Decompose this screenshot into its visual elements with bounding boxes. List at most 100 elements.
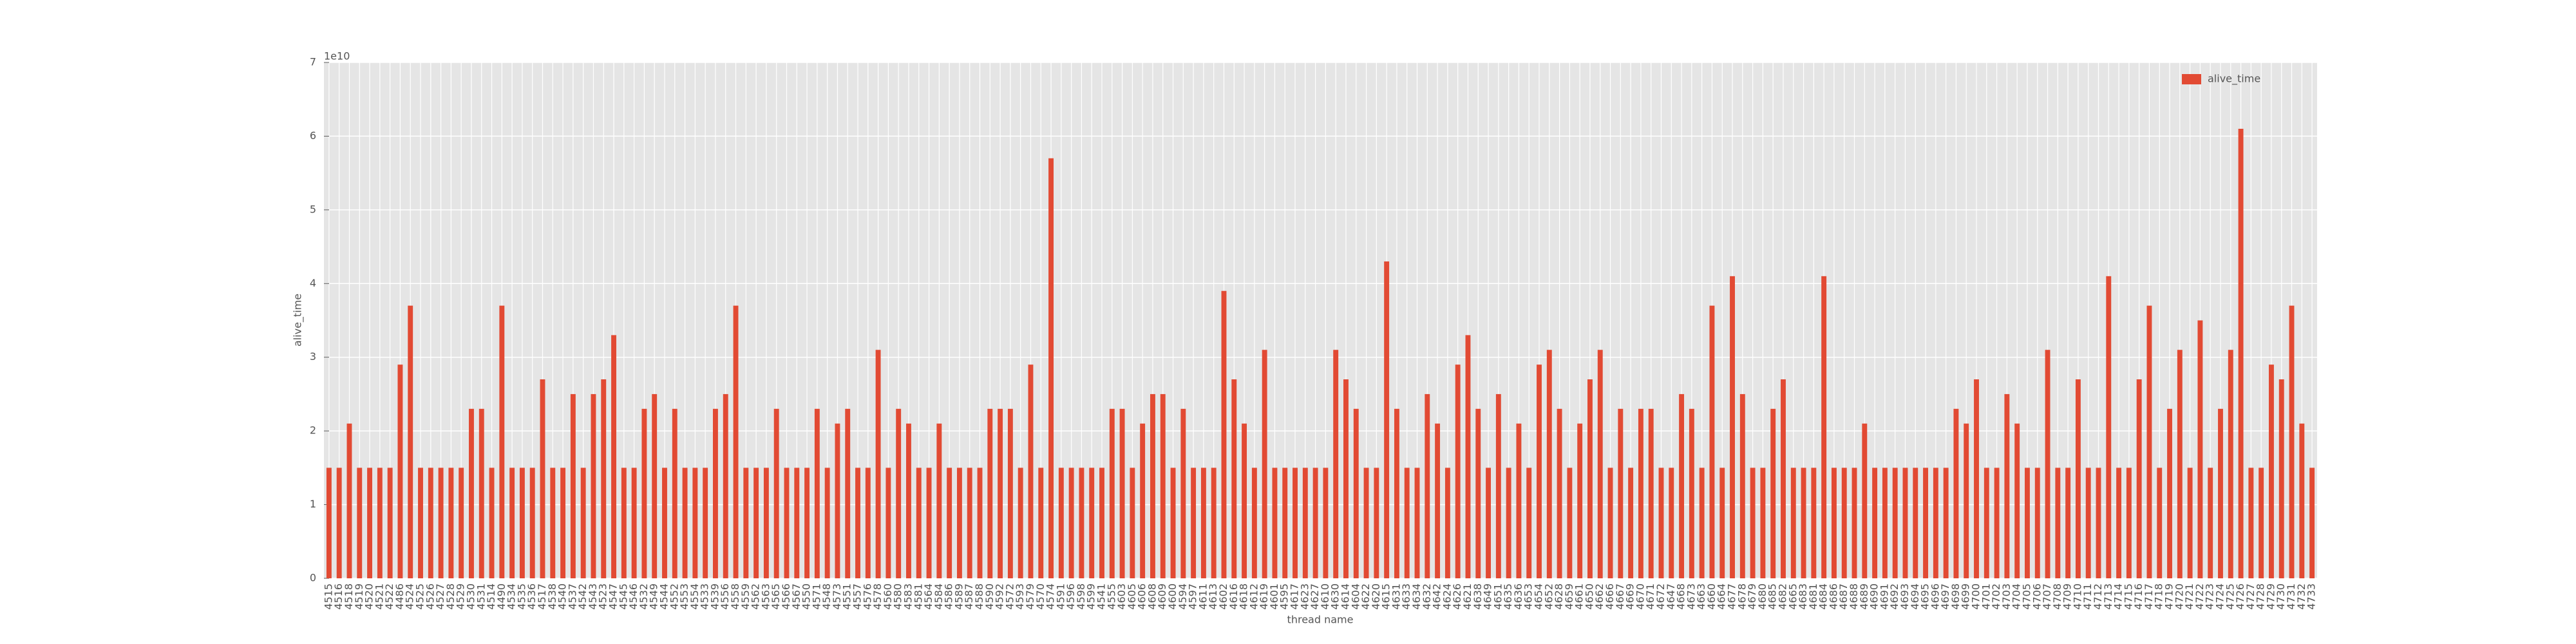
bar (428, 468, 433, 578)
bar (947, 468, 952, 578)
bar (1862, 423, 1868, 578)
bar (2157, 468, 2163, 578)
bar (1140, 423, 1146, 578)
x-tick-label: 4596 (1065, 583, 1077, 610)
bar (591, 393, 596, 578)
bar (2167, 408, 2172, 578)
bar (438, 468, 444, 578)
x-tick-label: 4608 (1146, 583, 1158, 610)
x-tick-label: 4666 (1604, 583, 1616, 610)
x-tick-label: 4679 (1746, 583, 1758, 610)
x-tick-label: 4705 (2020, 583, 2032, 610)
bar (1669, 468, 1674, 578)
x-tick-label: 4652 (1542, 583, 1555, 610)
x-tick-label: 4707 (2041, 583, 2053, 610)
x-tick-label: 4520 (363, 583, 375, 610)
x-tick-label: 4584 (933, 583, 945, 610)
x-tick-label: 4667 (1614, 583, 1626, 610)
x-tick-label: 4622 (1359, 583, 1372, 610)
y-tick-label: 0 (310, 572, 316, 584)
x-tick-label: 4599 (1085, 583, 1097, 610)
bar (2228, 350, 2233, 578)
x-tick-label: 4602 (1217, 583, 1229, 610)
x-tick-label: 4552 (668, 583, 680, 610)
bar (1526, 468, 1532, 578)
legend-label: alive_time (2208, 73, 2260, 86)
x-tick-label: 4638 (1472, 583, 1484, 610)
x-tick-label: 4613 (1207, 583, 1219, 610)
bar (753, 468, 759, 578)
bar (1455, 365, 1461, 578)
x-tick-label: 4553 (678, 583, 690, 610)
x-tick-label: 4581 (912, 583, 924, 610)
bar (1790, 468, 1796, 578)
x-tick-label: 4673 (1685, 583, 1697, 610)
x-tick-label: 4633 (1400, 583, 1412, 610)
x-tick-label: 4593 (1014, 583, 1026, 610)
x-tick-label: 4669 (1624, 583, 1636, 610)
x-tick-label: 4635 (1502, 583, 1514, 610)
bar (2075, 379, 2081, 578)
bar (1404, 468, 1410, 578)
x-tick-label: 4521 (373, 583, 385, 610)
x-tick-label: 4729 (2264, 583, 2277, 610)
bar (1628, 468, 1634, 578)
bar (987, 408, 993, 578)
x-tick-label: 4573 (831, 583, 843, 610)
bar (1231, 379, 1237, 578)
x-tick-label: 4547 (607, 583, 620, 610)
bar (1709, 305, 1715, 578)
bar (2034, 468, 2040, 578)
bar (1821, 276, 1827, 578)
x-tick-label: 4727 (2244, 583, 2257, 610)
x-tick-label: 4687 (1837, 583, 1850, 610)
x-tick-label: 4538 (546, 583, 558, 610)
bar (540, 379, 545, 578)
x-tick-label: 4588 (973, 583, 985, 610)
bar (326, 468, 332, 578)
bar (1048, 158, 1054, 578)
bar (1200, 468, 1206, 578)
bar (733, 305, 739, 578)
x-tick-label: 4665 (1786, 583, 1799, 610)
bar (1902, 468, 1908, 578)
x-tick-label: 4661 (1573, 583, 1586, 610)
bar (1577, 423, 1583, 578)
y-tick-label: 5 (310, 203, 316, 215)
bar (1597, 350, 1603, 578)
bar (346, 423, 352, 578)
bar (2116, 468, 2122, 578)
x-tick-label: 4726 (2234, 583, 2246, 610)
x-tick-label: 4518 (343, 583, 355, 610)
bar (1242, 423, 1247, 578)
x-tick-label: 4709 (2061, 583, 2074, 610)
bar (1262, 350, 1267, 578)
bar (743, 468, 749, 578)
bar (1414, 468, 1420, 578)
y-offset-label: 1e10 (324, 50, 350, 62)
bar (1699, 468, 1705, 578)
x-tick-label: 4570 (1034, 583, 1046, 610)
x-tick-label: 4572 (1003, 583, 1016, 610)
bar (824, 468, 830, 578)
x-tick-label: 4618 (1238, 583, 1250, 610)
bar (672, 408, 677, 578)
bar (1984, 468, 1989, 578)
x-tick-label: 4576 (861, 583, 873, 610)
bar (723, 393, 728, 578)
x-tick-label: 4549 (648, 583, 660, 610)
bar (560, 468, 566, 578)
bar (1537, 365, 1542, 578)
bar (570, 393, 576, 578)
bar (956, 468, 962, 578)
bar (448, 468, 454, 578)
bar (478, 408, 484, 578)
x-tick-label: 4615 (1380, 583, 1392, 610)
x-tick-label: 4525 (414, 583, 426, 610)
bar (641, 408, 647, 578)
x-tick-label: 4713 (2102, 583, 2114, 610)
bar (1495, 393, 1501, 578)
x-tick-label: 4650 (1583, 583, 1595, 610)
x-tick-label: 4634 (1410, 583, 1423, 610)
x-tick-label: 4722 (2193, 583, 2206, 610)
